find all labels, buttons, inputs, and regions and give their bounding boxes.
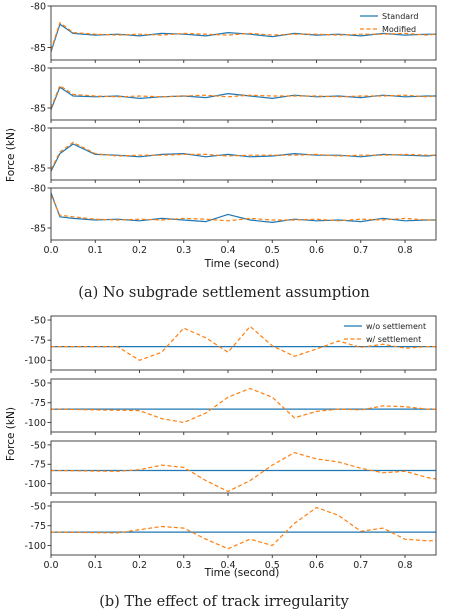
panel-frame xyxy=(50,127,437,181)
series-lines xyxy=(51,141,436,172)
panel-frame xyxy=(50,440,437,494)
series-line-modified xyxy=(51,84,436,109)
series-lines xyxy=(51,192,436,223)
legend-label-w-settlement: w/ settlement xyxy=(366,335,421,344)
panel-b-1: -50 -75 -100 xyxy=(24,315,437,373)
y-tick-label: -75 xyxy=(30,460,46,471)
series-lines xyxy=(51,387,436,424)
panel-frame xyxy=(50,501,437,556)
x-tick-label: 0.7 xyxy=(353,245,368,256)
y-tick-label: -75 xyxy=(30,398,46,409)
panel-frame xyxy=(50,315,437,371)
x-tick-label: 0.4 xyxy=(220,560,235,571)
y-tick-label: -85 xyxy=(30,223,46,234)
x-tick-label: 0.0 xyxy=(43,245,58,256)
figure-b: -50 -75 -100 -50 -75 -100 -50 -75 -100 -50 -75 -100… xyxy=(5,315,437,610)
figure-a: -80 -85 -80 -85 -80 -85 -80 -85 0.0 0.1 0.2 0.3 0.4 0… xyxy=(5,1,437,301)
x-tick-label: 0.0 xyxy=(43,560,58,571)
series-lines xyxy=(51,22,436,52)
panel-a-1: -80 -85 xyxy=(30,1,437,63)
caption-a: (a) No subgrade settlement assumption xyxy=(78,285,369,301)
y-tick-label: -100 xyxy=(24,541,46,552)
x-tick-label: 0.3 xyxy=(176,245,191,256)
series-lines xyxy=(51,452,436,492)
y-tick-label: -50 xyxy=(30,378,46,389)
panel-b-3: -50 -75 -100 xyxy=(24,440,437,496)
y-tick-label: -80 xyxy=(30,183,46,194)
legend: w/o settlement w/ settlement xyxy=(344,322,426,344)
xlabel-a: Time (second) xyxy=(204,258,280,270)
series-line-w-settlement xyxy=(51,387,436,424)
x-tick-label: 0.7 xyxy=(353,560,368,571)
panel-b-2: -50 -75 -100 xyxy=(24,378,437,435)
panels-a: -80 -85 -80 -85 -80 -85 -80 -85 0.0 0.1 0.2 0.3 0.4 0… xyxy=(30,1,437,256)
y-tick-label: -75 xyxy=(30,521,46,532)
y-tick-label: -80 xyxy=(30,123,46,134)
series-lines xyxy=(51,325,436,361)
y-tick-label: -50 xyxy=(30,315,46,326)
x-tick-label: 0.5 xyxy=(265,560,280,571)
panel-frame xyxy=(50,5,437,61)
x-tick-label: 0.6 xyxy=(309,560,324,571)
series-line-modified xyxy=(51,194,436,222)
series-line-w-settlement xyxy=(51,325,436,361)
panel-a-4: -80 -85 0.0 0.1 0.2 0.3 0.4 0.5 0.6 0.7 0.8 xyxy=(30,183,437,256)
x-tick-label: 0.4 xyxy=(220,245,235,256)
series-lines xyxy=(51,84,436,110)
y-tick-label: -85 xyxy=(30,103,46,114)
y-tick-label: -80 xyxy=(30,1,46,12)
ylabel-b: Force (kN) xyxy=(5,407,17,461)
legend-label-w-o-settlement: w/o settlement xyxy=(366,322,426,331)
y-tick-label: -50 xyxy=(30,501,46,512)
panels-b: -50 -75 -100 -50 -75 -100 -50 -75 -100 -50 -75 -100… xyxy=(24,315,437,571)
x-tick-label: 0.2 xyxy=(132,245,147,256)
y-tick-label: -75 xyxy=(30,336,46,347)
ylabel-a: Force (kN) xyxy=(5,128,17,182)
y-tick-label: -100 xyxy=(24,418,46,429)
x-tick-label: 0.8 xyxy=(397,560,412,571)
panel-frame xyxy=(50,187,437,241)
x-tick-label: 0.8 xyxy=(397,245,412,256)
x-tick-label: 0.5 xyxy=(265,245,280,256)
x-tick-label: 0.2 xyxy=(132,560,147,571)
series-line-modified xyxy=(51,22,436,51)
legend-label-standard: Standard xyxy=(382,12,418,21)
series-line-w-settlement xyxy=(51,452,436,492)
panel-frame xyxy=(50,378,437,433)
x-tick-label: 0.1 xyxy=(88,245,103,256)
y-tick-label: -50 xyxy=(30,440,46,451)
panel-a-2: -80 -85 xyxy=(30,63,437,123)
y-tick-label: -80 xyxy=(30,63,46,74)
series-lines xyxy=(51,506,436,550)
x-tick-label: 0.1 xyxy=(88,560,103,571)
panel-b-4: -50 -75 -100 0.0 0.1 0.2 0.3 0.4 0.5 0.6 0.7 0.8 xyxy=(24,501,437,571)
series-line-w-settlement xyxy=(51,506,436,550)
series-line-modified xyxy=(51,141,436,170)
legend: Standard Modified xyxy=(360,12,418,34)
y-tick-label: -85 xyxy=(30,43,46,54)
xlabel-b: Time (second) xyxy=(204,567,280,579)
y-tick-label: -100 xyxy=(24,356,46,367)
y-tick-label: -85 xyxy=(30,163,46,174)
x-tick-label: 0.3 xyxy=(176,560,191,571)
x-tick-label: 0.6 xyxy=(309,245,324,256)
panel-frame xyxy=(50,67,437,121)
caption-b: (b) The effect of track irregularity xyxy=(99,594,349,610)
y-tick-label: -100 xyxy=(24,479,46,490)
legend-label-modified: Modified xyxy=(382,25,416,34)
panel-a-3: -80 -85 xyxy=(30,123,437,183)
